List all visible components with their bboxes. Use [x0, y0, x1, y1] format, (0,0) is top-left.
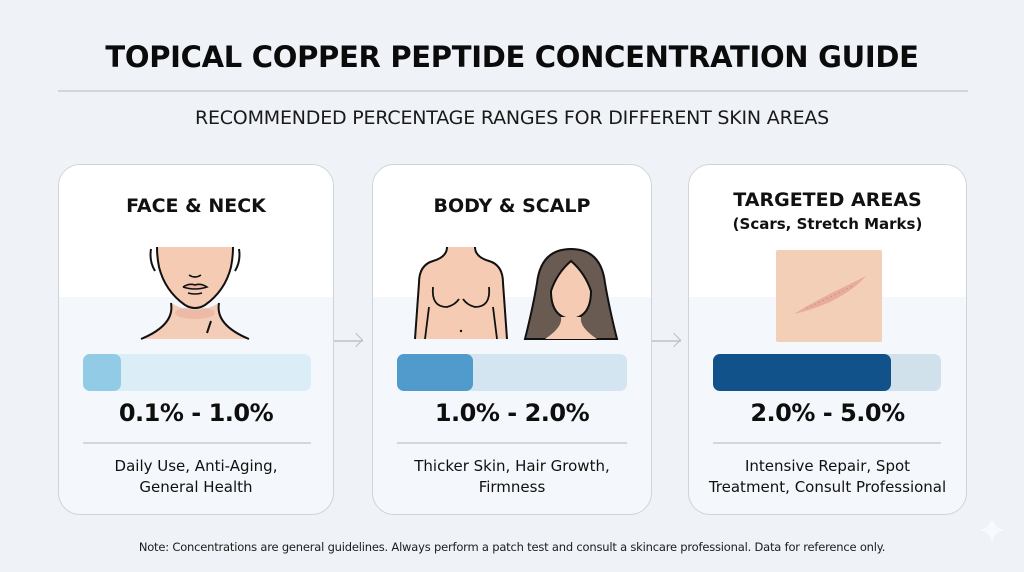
torso-icon	[414, 247, 508, 340]
sparkle-icon	[979, 517, 1005, 543]
card-divider	[397, 442, 627, 444]
face-neck-icon	[140, 247, 250, 340]
connector-2-3	[651, 340, 681, 342]
footnote: Note: Concentrations are general guideli…	[138, 540, 886, 554]
card-body-scalp: BODY & SCALP 1.0% - 2.0% Thicker Skin, H…	[372, 164, 652, 515]
card-divider	[713, 442, 941, 444]
title-divider	[58, 90, 968, 92]
card-subtitle: (Scars, Stretch Marks)	[732, 215, 923, 233]
hair-head-icon	[523, 247, 619, 340]
arrow-right-icon	[666, 332, 682, 348]
card-description: Thicker Skin, Hair Growth, Firmness	[414, 457, 610, 496]
card-title: FACE & NECK	[126, 195, 266, 217]
card-title: BODY & SCALP	[433, 195, 591, 217]
concentration-range: 0.1% - 1.0%	[118, 399, 274, 427]
arrow-right-icon	[348, 332, 364, 348]
concentration-bar	[713, 354, 941, 391]
page-subtitle: RECOMMENDED PERCENTAGE RANGES FOR DIFFER…	[194, 107, 830, 129]
card-targeted-areas: TARGETED AREAS (Scars, Stretch Marks) 2.…	[688, 164, 967, 515]
concentration-bar-fill	[713, 354, 891, 391]
card-face-neck: FACE & NECK 0.1% - 1.0% Daily Use, Anti-…	[58, 164, 334, 515]
concentration-range: 2.0% - 5.0%	[750, 399, 905, 427]
concentration-bar	[83, 354, 311, 391]
card-divider	[83, 442, 311, 444]
concentration-range: 1.0% - 2.0%	[434, 399, 590, 427]
concentration-bar-fill	[83, 354, 121, 391]
page-title: TOPICAL COPPER PEPTIDE CONCENTRATION GUI…	[105, 40, 919, 74]
card-description: Daily Use, Anti-Aging, General Health	[114, 457, 278, 496]
concentration-bar-fill	[397, 354, 473, 391]
connector-1-2	[333, 340, 363, 342]
concentration-bar	[397, 354, 627, 391]
card-title: TARGETED AREAS	[733, 189, 922, 211]
scar-skin-patch-icon	[776, 250, 882, 342]
card-description: Intensive Repair, Spot Treatment, Consul…	[708, 457, 947, 496]
